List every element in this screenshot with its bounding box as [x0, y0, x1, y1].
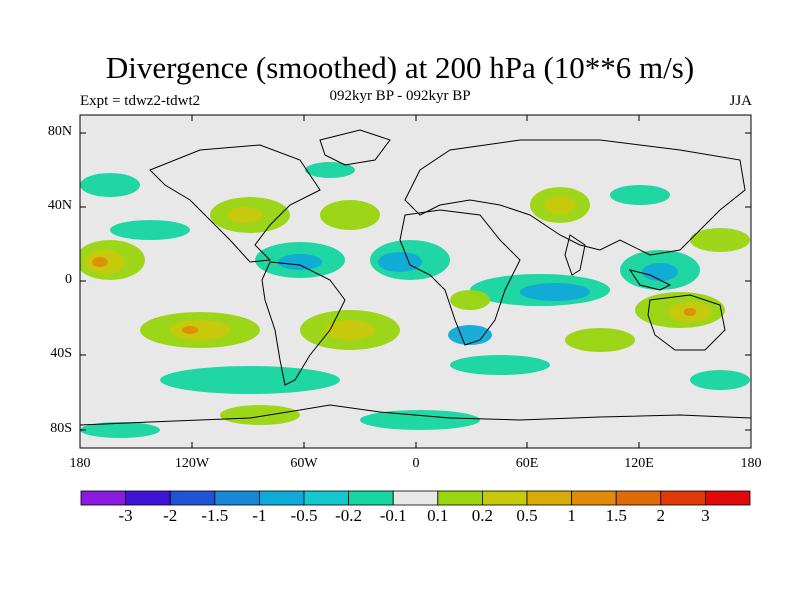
colorbar-label: -1 — [252, 506, 267, 525]
colorbar-label: 1 — [567, 506, 576, 525]
lon-label-120w: 120W — [174, 456, 210, 471]
lon-label-60e: 60E — [515, 456, 539, 471]
colorbar-label: 0.2 — [471, 506, 494, 525]
colorbar-label: -0.2 — [335, 506, 363, 525]
colorbar-label: 0.1 — [427, 506, 449, 525]
colorbar-label: -0.5 — [290, 506, 318, 525]
colorbar-label: 0.5 — [516, 506, 538, 525]
lon-label-180w: 180 — [69, 456, 91, 471]
axis-ticks — [80, 115, 751, 448]
lat-label-40s: 40S — [50, 346, 72, 361]
divergence-contours — [80, 162, 750, 438]
colorbar-label: -3 — [118, 506, 133, 525]
season-label: JJA — [729, 93, 752, 109]
colorbar-label: -2 — [163, 506, 178, 525]
lat-label-40n: 40N — [47, 198, 72, 213]
lat-label-80n: 80N — [47, 124, 72, 139]
lon-label-180e: 180 — [740, 456, 762, 471]
coastlines — [80, 129, 751, 426]
map-title: Divergence (smoothed) at 200 hPa (10**6 … — [105, 50, 695, 85]
colorbar-label: 1.5 — [605, 506, 627, 525]
lat-label-0: 0 — [65, 272, 72, 287]
lon-label-120e: 120E — [624, 456, 654, 471]
colorbar-label: 3 — [701, 506, 710, 525]
colorbar-label: -1.5 — [201, 506, 229, 525]
colorbar-label: -0.1 — [379, 506, 407, 525]
lat-label-80s: 80S — [50, 421, 72, 436]
experiment-label: Expt = tdwz2-tdwt2 — [80, 93, 201, 109]
lon-label-0: 0 — [412, 456, 420, 471]
lon-label-60w: 60W — [290, 456, 318, 471]
time-range-subtitle: 092kyr BP - 092kyr BP — [329, 88, 471, 104]
colorbar-label: 2 — [656, 506, 666, 525]
